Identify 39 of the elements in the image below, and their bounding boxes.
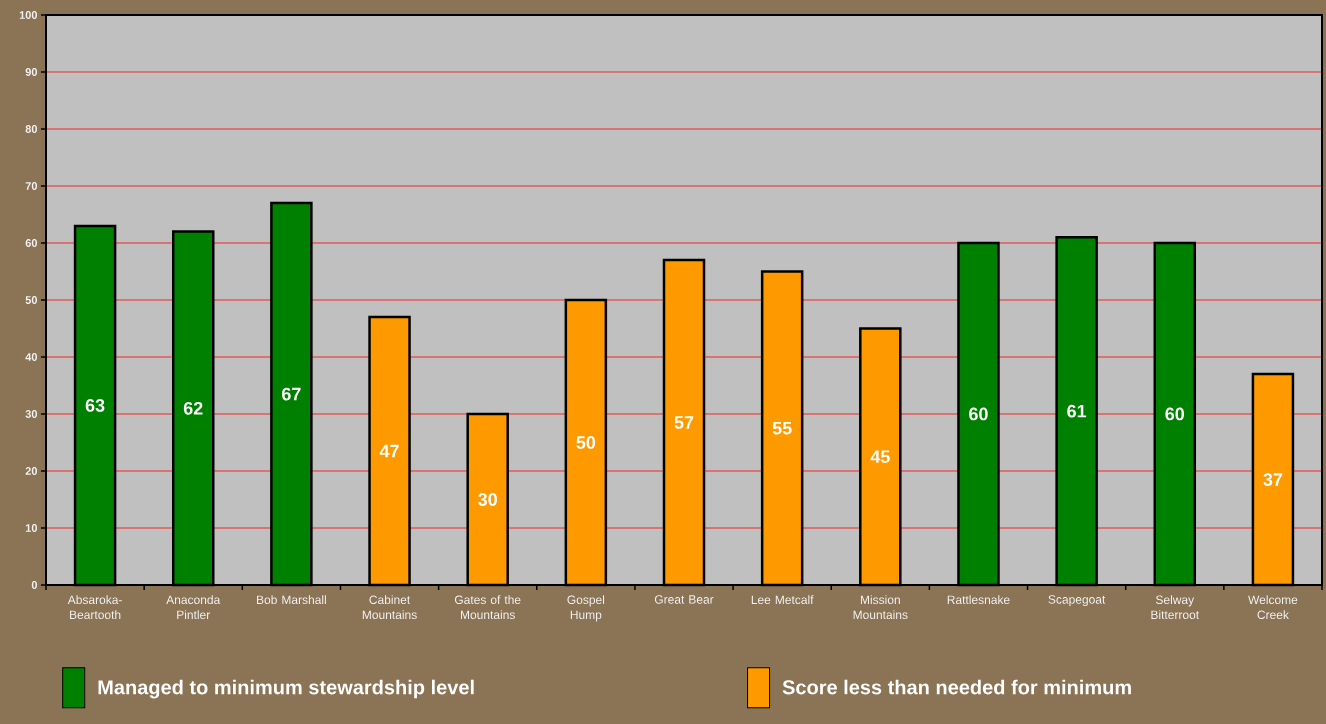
legend-label: Managed to minimum stewardship level	[98, 679, 474, 699]
x-tick-label: Bob Marshall	[257, 595, 326, 605]
y-tick-label: 50	[25, 296, 38, 304]
data-label: 50	[576, 436, 596, 449]
y-tick-label: 40	[25, 353, 38, 361]
x-tick-label: Cabinet Mountains	[362, 595, 417, 620]
y-tick-label: 30	[25, 410, 38, 418]
x-tick-label: Selway Bitterroot	[1151, 595, 1200, 620]
data-label: 57	[674, 416, 694, 429]
x-tick-label: Anaconda Pintler	[166, 595, 221, 620]
x-tick-label: Mission Mountains	[853, 595, 908, 620]
y-tick-label: 80	[25, 125, 38, 133]
data-label: 62	[183, 401, 203, 415]
y-tick-label: 10	[25, 524, 38, 532]
x-tick-label: Welcome Creek	[1248, 595, 1298, 620]
legend-label: Score less than needed for minimum	[782, 679, 1131, 695]
x-tick-label: Rattlesnake	[947, 595, 1010, 605]
x-tick-label: Gates of the Mountains	[454, 595, 521, 620]
x-tick-label: Scapegoat	[1048, 595, 1106, 607]
y-tick-label: 70	[25, 182, 38, 190]
data-label: 63	[85, 399, 105, 412]
data-label: 61	[1067, 404, 1087, 418]
data-label: 55	[772, 421, 792, 435]
x-tick-label: Gospel Hump	[567, 595, 605, 622]
y-tick-label: 20	[25, 467, 38, 475]
data-label: 67	[282, 387, 301, 401]
data-label: 45	[870, 450, 890, 464]
x-tick-label: Lee Metcalf	[751, 595, 814, 605]
data-label: 60	[1165, 407, 1185, 421]
y-tick-label: 0	[31, 581, 38, 589]
y-tick-label: 60	[25, 239, 38, 247]
y-tick-label: 100	[19, 11, 38, 19]
data-label: 60	[969, 407, 988, 421]
data-label: 37	[1263, 473, 1283, 486]
x-tick-label: Absaroka-Beartooth	[67, 595, 122, 620]
data-label: 47	[379, 444, 399, 458]
y-tick-label: 90	[25, 68, 38, 76]
data-label: 30	[478, 493, 497, 506]
x-tick-label: Great Bear	[654, 595, 714, 604]
